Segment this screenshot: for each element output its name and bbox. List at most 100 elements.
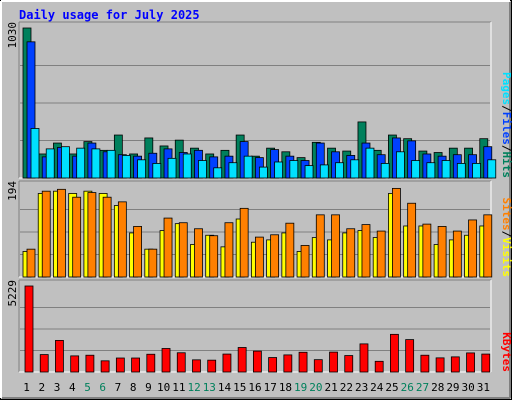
x-tick-label: 31 — [477, 381, 490, 394]
x-tick-label: 7 — [115, 381, 122, 394]
x-tick-label: 12 — [187, 381, 200, 394]
bar-kbytes — [466, 352, 475, 373]
bar-sites — [270, 234, 280, 278]
bar-pages — [76, 147, 86, 179]
x-tick-label: 21 — [325, 381, 338, 394]
bar-pages — [121, 155, 131, 179]
bar-pages — [152, 163, 162, 179]
bar-sites — [57, 188, 66, 278]
x-tick-label: 24 — [370, 381, 384, 394]
bar-sites — [392, 187, 401, 278]
bar-kbytes — [359, 343, 369, 373]
legend-separator: / — [500, 231, 512, 238]
bar-kbytes — [252, 350, 262, 373]
x-tick-label: 5 — [84, 381, 91, 394]
bar-kbytes — [390, 333, 399, 373]
bar-sites — [376, 230, 386, 278]
x-tick-label: 20 — [309, 381, 322, 394]
bar-sites — [117, 201, 127, 278]
bar-sites — [41, 190, 51, 278]
bar-sites — [285, 222, 295, 278]
bar-pages — [350, 159, 360, 179]
chart-title: Daily usage for July 2025 — [19, 8, 200, 22]
y-axis-max-label: 194 — [6, 181, 19, 201]
bar-pages — [30, 128, 40, 179]
x-tick-label: 25 — [385, 381, 398, 394]
legend-item-visits: Visits — [500, 237, 512, 277]
bar-sites — [346, 228, 356, 278]
panel-legend: Pages/Files/Hits — [500, 72, 512, 178]
bar-kbytes — [146, 353, 156, 373]
bar-pages — [198, 160, 207, 179]
bar-sites — [422, 223, 432, 278]
bar-pages — [426, 162, 436, 179]
bar-kbytes — [450, 356, 460, 373]
bar-sites — [483, 214, 493, 278]
bar-sites — [163, 217, 173, 278]
bar-sites — [26, 248, 36, 278]
bar-pages — [258, 166, 268, 179]
bar-pages — [487, 159, 497, 179]
x-tick-label: 11 — [172, 381, 185, 394]
x-tick-label: 13 — [203, 381, 216, 394]
bar-pages — [289, 160, 299, 179]
bar-pages — [456, 163, 466, 179]
bar-kbytes — [329, 351, 338, 373]
bar-pages — [319, 164, 329, 179]
bar-kbytes — [405, 339, 415, 373]
x-tick-label: 17 — [264, 381, 277, 394]
bar-pages — [167, 157, 177, 179]
bar-pages — [472, 163, 481, 179]
bar-kbytes — [176, 352, 186, 373]
legend-item-files: Files — [500, 112, 512, 145]
chart-panels: 1030Pages/Files/Hits194Sites/Visits5229K… — [6, 21, 512, 373]
bar-pages — [243, 155, 253, 179]
x-tick-label: 22 — [340, 381, 353, 394]
x-tick-label: 28 — [431, 381, 444, 394]
bar-pages — [91, 148, 101, 179]
bar-kbytes — [268, 357, 278, 373]
bar-sites — [331, 214, 340, 278]
bar-pages — [61, 146, 70, 179]
y-axis-max-label: 5229 — [6, 280, 19, 307]
bar-kbytes — [435, 357, 445, 373]
bar-kbytes — [192, 359, 201, 373]
bar-kbytes — [161, 348, 171, 373]
legend-item-pages: Pages — [500, 72, 512, 105]
bar-pages — [45, 148, 55, 179]
legend-item-kbytes: KBytes — [500, 332, 512, 372]
x-tick-label: 8 — [130, 381, 137, 394]
bar-sites — [194, 228, 203, 278]
x-tick-label: 19 — [294, 381, 307, 394]
legend-item-hits: Hits — [500, 152, 512, 179]
legend-separator: / — [500, 105, 512, 112]
bar-kbytes — [70, 355, 80, 373]
bar-pages — [365, 147, 375, 179]
bar-sites — [102, 196, 112, 278]
bar-sites — [72, 196, 82, 278]
x-tick-label: 15 — [233, 381, 246, 394]
bar-pages — [335, 162, 344, 179]
panel-legend: KBytes — [500, 332, 512, 372]
bar-sites — [224, 222, 234, 278]
x-tick-label: 10 — [157, 381, 170, 394]
bar-kbytes — [24, 285, 34, 373]
bar-pages — [304, 165, 314, 179]
bar-kbytes — [237, 347, 247, 373]
x-tick-label: 27 — [416, 381, 429, 394]
bar-kbytes — [131, 357, 140, 373]
bar-pages — [274, 161, 284, 179]
bar-sites — [452, 230, 462, 278]
x-tick-label: 3 — [54, 381, 61, 394]
x-tick-label: 14 — [218, 381, 232, 394]
bar-kbytes — [115, 357, 125, 373]
bar-sites — [437, 226, 447, 278]
bar-pages — [106, 149, 116, 179]
panel-kbytes: 5229 KBytes — [6, 279, 512, 373]
x-tick-label: 4 — [69, 381, 76, 394]
legend-separator: / — [500, 145, 512, 152]
bar-kbytes — [481, 353, 491, 373]
